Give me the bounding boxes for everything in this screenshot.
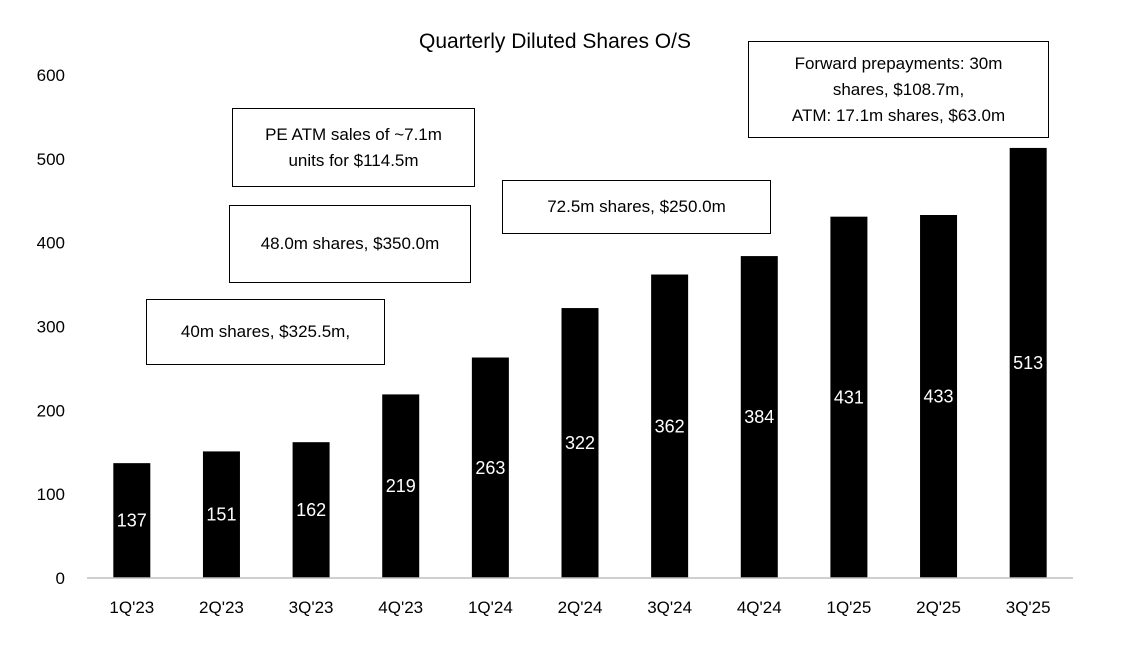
- bar: [740, 256, 778, 578]
- data-label: 151: [206, 505, 236, 525]
- bar: [830, 216, 868, 578]
- y-tick-label: 600: [37, 66, 65, 85]
- x-tick-label: 3Q'25: [1006, 598, 1051, 617]
- y-axis: 0 100 200 300 400 500 600: [37, 66, 65, 588]
- annotation-line: PE ATM sales of ~7.1m: [265, 124, 442, 144]
- data-label: 263: [475, 458, 505, 478]
- bar: [561, 308, 599, 578]
- y-tick-label: 300: [37, 318, 65, 337]
- x-tick-label: 4Q'24: [737, 598, 782, 617]
- data-label: 162: [296, 500, 326, 520]
- x-tick-label: 4Q'23: [378, 598, 423, 617]
- annotation-line: 72.5m shares, $250.0m: [547, 197, 726, 216]
- x-tick-label: 2Q'24: [558, 598, 603, 617]
- data-label: 362: [655, 416, 685, 436]
- y-tick-label: 400: [37, 234, 65, 253]
- x-tick-label: 1Q'25: [826, 598, 871, 617]
- data-label: 219: [386, 476, 416, 496]
- data-label: 513: [1013, 353, 1043, 373]
- annotation-72-5m-shares: 72.5m shares, $250.0m: [502, 180, 771, 234]
- x-tick-label: 3Q'24: [647, 598, 692, 617]
- y-tick-label: 0: [56, 569, 65, 588]
- annotation-line: shares, $108.7m,: [832, 79, 965, 99]
- bar: [651, 274, 689, 578]
- x-tick-label: 3Q'23: [289, 598, 334, 617]
- data-label: 431: [834, 387, 864, 407]
- x-tick-label: 2Q'25: [916, 598, 961, 617]
- annotation-line: 48.0m shares, $350.0m: [260, 234, 440, 253]
- annotation-48m-shares: 48.0m shares, $350.0m: [229, 205, 471, 283]
- bar: [202, 451, 240, 578]
- x-tick-label: 1Q'23: [109, 598, 154, 617]
- bar: [113, 463, 151, 578]
- annotation-pe-atm-sales: PE ATM sales of ~7.1m units for $114.5m: [232, 108, 475, 187]
- bar: [292, 442, 330, 578]
- x-tick-label: 2Q'23: [199, 598, 244, 617]
- y-tick-label: 100: [37, 485, 65, 504]
- bar: [471, 357, 509, 578]
- data-label: 137: [117, 511, 147, 531]
- y-tick-label: 500: [37, 150, 65, 169]
- annotation-line: 40m shares, $325.5m,: [180, 322, 351, 341]
- bar: [1009, 147, 1047, 578]
- data-label: 322: [565, 433, 595, 453]
- y-tick-label: 200: [37, 401, 65, 420]
- x-tick-label: 1Q'24: [468, 598, 513, 617]
- data-label: 433: [924, 387, 954, 407]
- annotation-line: units for $114.5m: [288, 150, 419, 170]
- bars: 137 151 162 219 263 322 362 384 431 433 513: [113, 147, 1047, 579]
- chart-title: Quarterly Diluted Shares O/S: [419, 30, 691, 53]
- annotation-forward-prepayments: Forward prepayments: 30m shares, $108.7m…: [748, 41, 1049, 138]
- annotation-2023-offering: 40m shares, $325.5m,: [146, 299, 385, 365]
- bar: [920, 215, 958, 579]
- data-label: 384: [744, 407, 774, 427]
- bar: [382, 394, 420, 578]
- annotation-line: Forward prepayments: 30m: [794, 53, 1003, 73]
- x-axis: 1Q'23 2Q'23 3Q'23 4Q'23 1Q'24 2Q'24 3Q'24 4Q'24…: [109, 598, 1050, 617]
- annotation-line: ATM: 17.1m shares, $63.0m: [791, 105, 1006, 125]
